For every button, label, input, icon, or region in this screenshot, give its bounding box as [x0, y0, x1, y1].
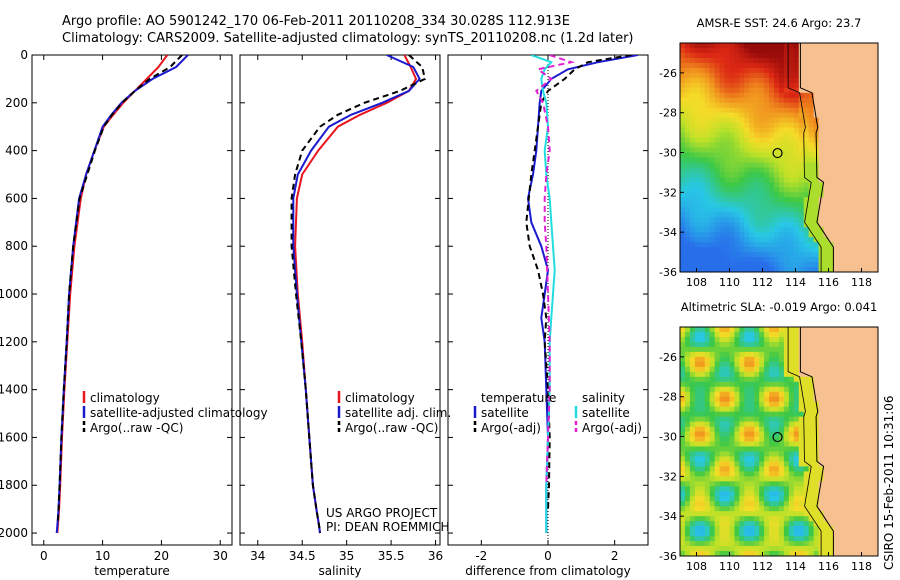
legend-item: climatology — [90, 391, 160, 405]
map-frame — [679, 42, 879, 273]
x-tick-label: 20 — [154, 549, 169, 563]
y-tick-label: -36 — [659, 550, 677, 563]
y-tick-label: 1000 — [0, 287, 28, 301]
argo-float-marker — [772, 431, 783, 443]
annotation-project: US ARGO PROJECT — [326, 506, 438, 520]
legend-item: satellite adj. clim. — [345, 406, 451, 420]
csiro-timestamp: CSIRO 15-Feb-2011 10:31:06 — [882, 395, 896, 570]
x-tick-label: 110 — [719, 560, 740, 573]
series-line-temperature-satellite — [526, 55, 639, 533]
y-tick-label: -26 — [659, 67, 677, 80]
x-tick-label: 114 — [785, 560, 806, 573]
legend-item: satellite — [481, 406, 529, 420]
x-tick-label: 108 — [686, 560, 707, 573]
x-tick-label: 116 — [818, 276, 839, 289]
coastline — [799, 327, 834, 556]
map-title: AMSR-E SST: 24.6 Argo: 23.7 — [697, 16, 862, 30]
y-tick-label: 800 — [5, 239, 28, 253]
x-tick-label: 35 — [339, 549, 354, 563]
argo-float-marker — [772, 147, 783, 159]
series-line-temperature-argo-adj- — [525, 55, 632, 510]
coastline — [799, 43, 834, 272]
legend-item: Argo(..raw -QC) — [90, 421, 183, 435]
x-tick-label: 2 — [611, 549, 619, 563]
annotation-pi: PI: DEAN ROEMMICH — [326, 520, 449, 534]
x-axis-label: temperature — [94, 564, 169, 578]
legend-heading: temperature — [481, 391, 556, 405]
x-tick-label: 10 — [95, 549, 110, 563]
map-frame — [679, 326, 879, 557]
y-tick-label: -32 — [659, 470, 677, 483]
plot-frame — [31, 54, 233, 546]
y-tick-label: 1400 — [0, 383, 28, 397]
y-tick-label: -30 — [659, 431, 677, 444]
x-axis-label: salinity — [318, 564, 361, 578]
legend-item: satellite — [582, 406, 630, 420]
y-tick-label: -26 — [659, 351, 677, 364]
x-tick-label: -2 — [475, 549, 487, 563]
y-tick-label: 600 — [5, 191, 28, 205]
x-tick-label: 112 — [752, 560, 773, 573]
depth-contour — [787, 327, 822, 556]
legend-item: Argo(-adj) — [582, 421, 642, 435]
x-tick-label: 34.5 — [289, 549, 316, 563]
legend-item: satellite-adjusted climatology — [90, 406, 268, 420]
y-tick-label: 0 — [20, 48, 28, 62]
profile-panel-2: 34 34.5 35 35.5 36 salinity — [239, 54, 443, 578]
profile-panel-1: 0 10 20 30 temperature 0 200 400 600 800 1000 1200 1… — [0, 48, 233, 578]
y-tick-label: 1200 — [0, 335, 28, 349]
x-tick-label: 110 — [719, 276, 740, 289]
figure-title-line2: Climatology: CARS2009. Satellite-adjuste… — [62, 31, 634, 46]
sla-map-panel: Altimetric SLA: -0.019 Argo: 0.041 108 110… — [659, 300, 879, 573]
x-tick-label: 116 — [818, 560, 839, 573]
x-tick-label: 0 — [40, 549, 48, 563]
y-tick-label: -30 — [659, 147, 677, 160]
x-tick-label: 0 — [544, 549, 552, 563]
y-tick-label: 1800 — [0, 478, 28, 492]
x-tick-label: 36 — [428, 549, 443, 563]
y-tick-label: -28 — [659, 391, 677, 404]
x-axis-label: difference from climatology — [465, 564, 631, 578]
sst-map-panel: AMSR-E SST: 24.6 Argo: 23.7 108 110 112 114 1… — [659, 16, 879, 289]
x-tick-label: 114 — [785, 276, 806, 289]
x-tick-label: 30 — [213, 549, 228, 563]
y-tick-label: 2000 — [0, 526, 28, 540]
legend-heading: salinity — [582, 391, 625, 405]
y-tick-label: -34 — [659, 226, 677, 239]
y-tick-label: -32 — [659, 186, 677, 199]
series-line-argo-raw-qc- — [56, 55, 183, 524]
y-tick-label: -34 — [659, 510, 677, 523]
y-tick-label: -36 — [659, 266, 677, 279]
x-tick-label: 118 — [851, 560, 872, 573]
x-tick-label: 35.5 — [378, 549, 405, 563]
legend-item: Argo(-adj) — [481, 421, 541, 435]
depth-contour — [787, 43, 822, 272]
legend-difference: temperaturesatelliteArgo(-adj)salinitysa… — [473, 391, 642, 435]
y-tick-label: 400 — [5, 144, 28, 158]
legend-item: Argo(..raw -QC) — [345, 421, 438, 435]
series-line-argo-raw-qc- — [290, 55, 427, 534]
y-tick-label: 1600 — [0, 430, 28, 444]
x-tick-label: 118 — [851, 276, 872, 289]
x-tick-label: 34 — [250, 549, 265, 563]
map-cells — [680, 43, 878, 272]
legend-item: climatology — [345, 391, 415, 405]
x-tick-label: 108 — [686, 276, 707, 289]
series-line-salinity-argo-adj- — [535, 55, 576, 486]
figure-title-line1: Argo profile: AO 5901242_170 06-Feb-2011… — [62, 14, 570, 29]
plot-frame — [239, 54, 441, 546]
map-title: Altimetric SLA: -0.019 Argo: 0.041 — [681, 300, 878, 314]
y-tick-label: 200 — [5, 96, 28, 110]
x-tick-label: 112 — [752, 276, 773, 289]
y-tick-label: -28 — [659, 107, 677, 120]
